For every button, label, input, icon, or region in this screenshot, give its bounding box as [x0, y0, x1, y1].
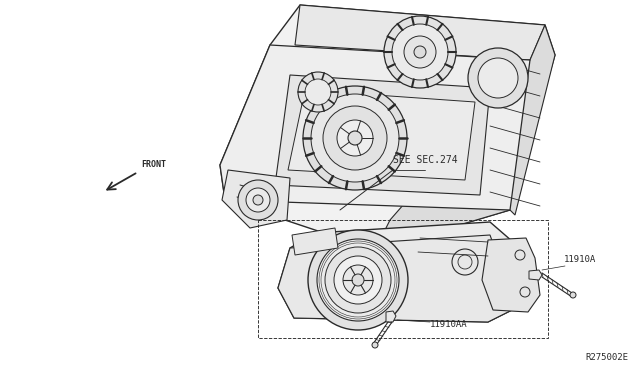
- Circle shape: [392, 24, 448, 80]
- Polygon shape: [386, 311, 396, 322]
- Circle shape: [468, 48, 528, 108]
- Circle shape: [372, 342, 378, 348]
- Circle shape: [303, 86, 407, 190]
- Circle shape: [334, 256, 382, 304]
- Polygon shape: [275, 75, 490, 195]
- Text: FRONT: FRONT: [141, 160, 166, 169]
- Circle shape: [352, 274, 364, 286]
- Text: R275002E: R275002E: [585, 353, 628, 362]
- Circle shape: [317, 239, 399, 321]
- Circle shape: [384, 16, 456, 88]
- Text: 11910A: 11910A: [564, 255, 596, 264]
- Polygon shape: [482, 238, 540, 312]
- Circle shape: [253, 195, 263, 205]
- Polygon shape: [529, 270, 542, 280]
- Circle shape: [308, 230, 408, 330]
- Polygon shape: [220, 5, 555, 250]
- Circle shape: [478, 58, 518, 98]
- Polygon shape: [288, 90, 475, 180]
- Circle shape: [305, 79, 331, 105]
- Circle shape: [298, 72, 338, 112]
- Circle shape: [343, 265, 373, 295]
- Polygon shape: [375, 25, 555, 250]
- Text: 11910AA: 11910AA: [430, 320, 468, 329]
- Circle shape: [570, 292, 576, 298]
- Polygon shape: [292, 228, 338, 255]
- Polygon shape: [295, 5, 545, 60]
- Polygon shape: [278, 235, 516, 322]
- Circle shape: [325, 247, 391, 313]
- Circle shape: [337, 120, 373, 156]
- Circle shape: [311, 94, 399, 182]
- Polygon shape: [222, 170, 290, 228]
- Circle shape: [238, 180, 278, 220]
- Circle shape: [348, 131, 362, 145]
- Polygon shape: [220, 45, 530, 210]
- Circle shape: [404, 36, 436, 68]
- Circle shape: [323, 106, 387, 170]
- Text: SEE SEC.274: SEE SEC.274: [393, 155, 458, 165]
- Circle shape: [414, 46, 426, 58]
- Polygon shape: [278, 222, 520, 322]
- Circle shape: [246, 188, 270, 212]
